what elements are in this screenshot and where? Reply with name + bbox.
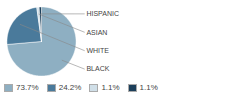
svg-text:WHITE: WHITE (86, 47, 109, 54)
svg-text:ASIAN: ASIAN (86, 29, 107, 36)
html-text:1.1%: 1.1% (101, 83, 120, 92)
html-text:24.2%: 24.2% (58, 83, 82, 92)
html-text:1.1%: 1.1% (139, 83, 158, 92)
html-text:73.7%: 73.7% (16, 83, 39, 92)
svg-text:HISPANIC: HISPANIC (86, 10, 119, 17)
svg-text:BLACK: BLACK (86, 65, 109, 72)
